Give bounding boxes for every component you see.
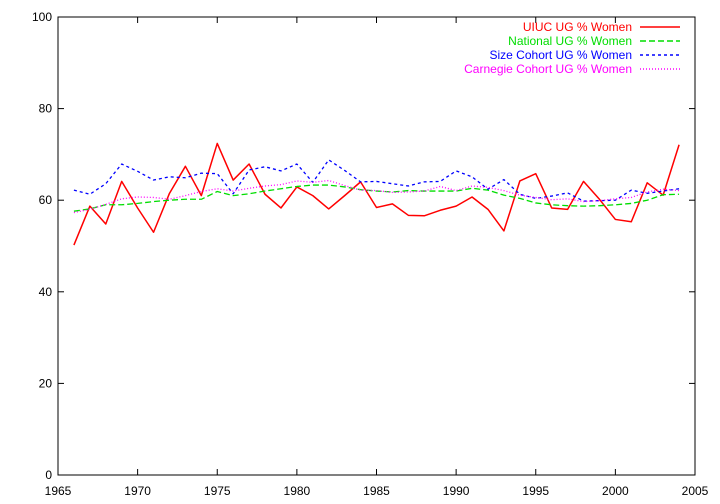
y-tick-label: 60 — [39, 193, 53, 207]
x-tick-label: 1970 — [124, 484, 151, 498]
axis-tick-labels: 1965 1970 1975 1980 1985 1990 1995 2000 2005 0 20 4… — [32, 10, 709, 498]
x-tick-label: 2000 — [602, 484, 629, 498]
y-tick-label: 20 — [39, 376, 53, 390]
series-line — [73, 159, 680, 202]
plot-frame — [57, 16, 696, 476]
x-tick-label: 2005 — [682, 484, 709, 498]
legend-label: UIUC UG % Women — [523, 20, 632, 34]
x-tick-label: 1975 — [204, 484, 231, 498]
series-line — [73, 142, 680, 246]
x-tick-label: 1965 — [45, 484, 72, 498]
legend-label: Size Cohort UG % Women — [490, 48, 633, 62]
y-tick-label: 0 — [45, 468, 52, 482]
x-tick-label: 1990 — [443, 484, 470, 498]
x-tick-label: 1985 — [363, 484, 390, 498]
legend-label: Carnegie Cohort UG % Women — [464, 62, 632, 76]
series-group — [73, 142, 680, 246]
y-tick-label: 100 — [32, 10, 52, 24]
x-tick-label: 1995 — [522, 484, 549, 498]
axis-ticks — [57, 16, 696, 476]
legend-label: National UG % Women — [508, 34, 632, 48]
series-line — [73, 179, 680, 214]
series-line — [73, 184, 680, 212]
y-tick-label: 40 — [39, 285, 53, 299]
y-tick-label: 80 — [39, 102, 53, 116]
x-tick-label: 1980 — [284, 484, 311, 498]
